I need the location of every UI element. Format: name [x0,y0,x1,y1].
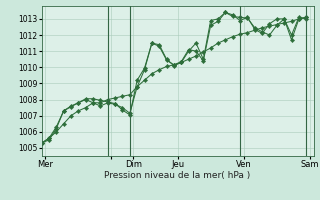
X-axis label: Pression niveau de la mer( hPa ): Pression niveau de la mer( hPa ) [104,171,251,180]
